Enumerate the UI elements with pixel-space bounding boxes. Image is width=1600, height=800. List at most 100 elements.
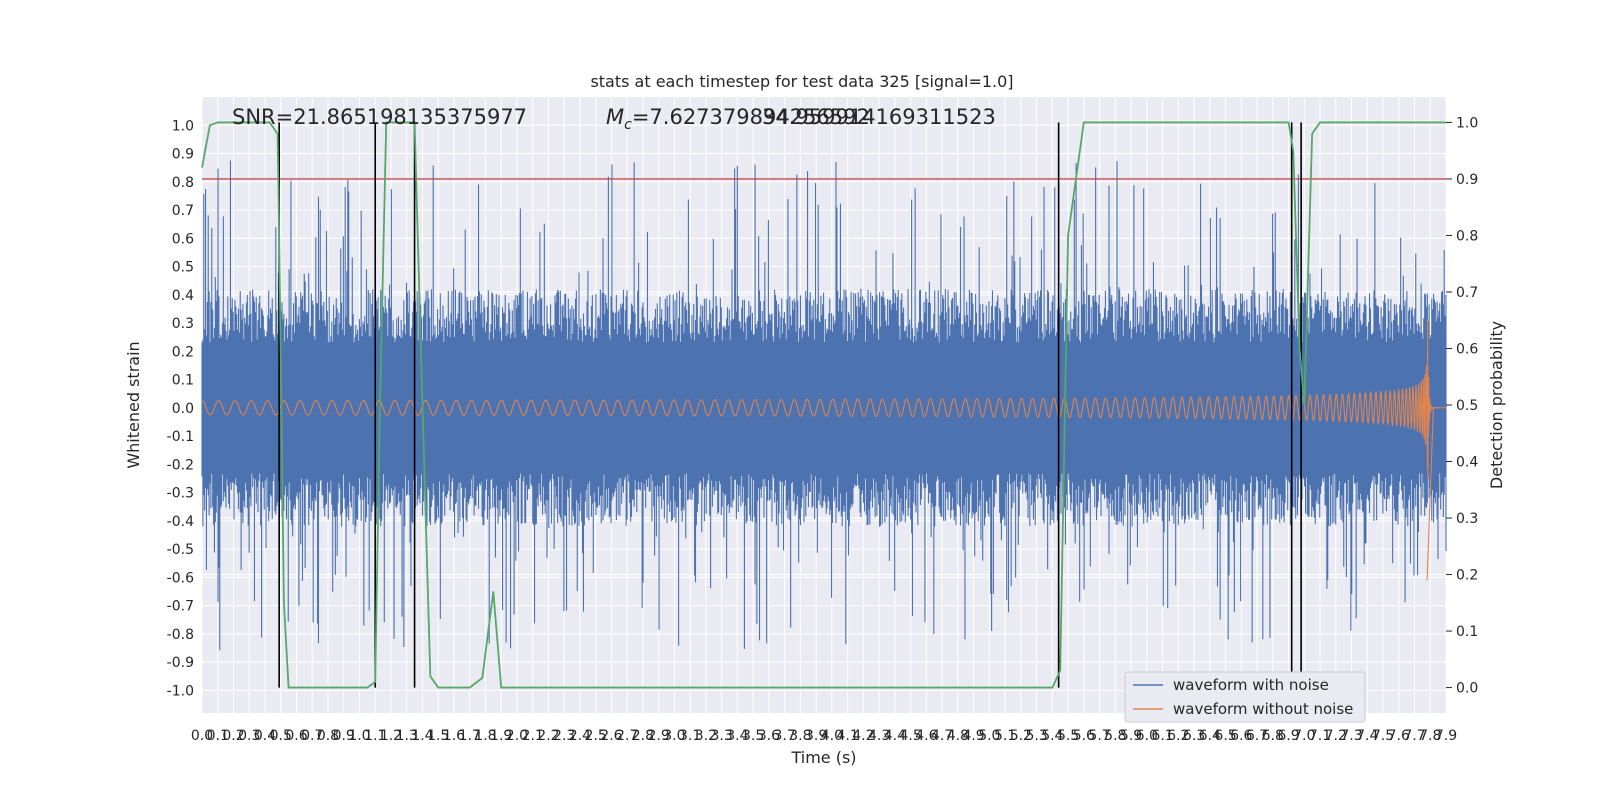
x-tick-label: 1.9 xyxy=(490,728,512,744)
y2-axis-label: Detection probability xyxy=(1487,321,1506,489)
x-tick-label: 5.2 xyxy=(1010,728,1032,744)
y-tick-label: -0.8 xyxy=(167,627,194,643)
y-tick-label: 0.4 xyxy=(172,288,194,304)
x-tick-label: 3.4 xyxy=(726,728,748,744)
x-tick-label: 5.9 xyxy=(1120,728,1142,744)
y2-tick-label: 0.2 xyxy=(1456,568,1478,584)
y-tick-label: -0.3 xyxy=(167,486,194,502)
x-tick-label: 1.4 xyxy=(411,728,433,744)
x-tick-label: 3.2 xyxy=(695,728,717,744)
x-tick-label: 4.4 xyxy=(884,728,906,744)
x-tick-label: 0.3 xyxy=(238,728,260,744)
chirp-mass-annotation: Mc=7.627379894256592 xyxy=(606,105,870,133)
x-tick-label: 1.8 xyxy=(474,728,496,744)
y2-tick-label: 0.7 xyxy=(1456,285,1478,301)
y2-tick-label: 0.1 xyxy=(1456,624,1478,640)
series-waveform-without-noise xyxy=(201,319,1446,581)
x-tick-label: 3.0 xyxy=(663,728,685,744)
x-tick-label: 4.0 xyxy=(821,728,843,744)
x-tick-label: 6.3 xyxy=(1183,728,1205,744)
x-tick-label: 2.1 xyxy=(522,728,544,744)
x-tick-label: 7.8 xyxy=(1419,728,1441,744)
x-tick-label: 7.6 xyxy=(1388,728,1410,744)
x-tick-label: 5.3 xyxy=(1025,728,1047,744)
y2-tick-label: 0.0 xyxy=(1456,681,1478,697)
x-tick-label: 0.4 xyxy=(254,728,276,744)
y-tick-label: 0.8 xyxy=(172,175,194,191)
x-tick-label: 1.2 xyxy=(380,728,402,744)
x-tick-label: 2.3 xyxy=(553,728,575,744)
x-tick-label: 5.4 xyxy=(1041,728,1063,744)
x-tick-label: 2.9 xyxy=(648,728,670,744)
chirp-mass-subscript: c xyxy=(624,117,632,133)
x-tick-label: 5.0 xyxy=(978,728,1000,744)
x-tick-label: 5.7 xyxy=(1088,728,1110,744)
y2-tick-label: 0.4 xyxy=(1456,455,1478,471)
chirp-mass-symbol: M xyxy=(606,105,624,129)
x-tick-label: 1.0 xyxy=(348,728,370,744)
chirp-mass-value: =7.627379894256592 xyxy=(632,105,870,129)
x-tick-label: 0.5 xyxy=(270,728,292,744)
x-tick-label: 3.6 xyxy=(758,728,780,744)
x-tick-label: 7.9 xyxy=(1435,728,1457,744)
y-tick-label: 0.1 xyxy=(172,373,194,389)
noise-trace xyxy=(201,160,1447,651)
x-tick-label: 3.9 xyxy=(805,728,827,744)
y2-tick-label: 0.5 xyxy=(1456,398,1478,414)
x-tick-label: 1.6 xyxy=(443,728,465,744)
y2-tick-label: 0.6 xyxy=(1456,341,1478,357)
legend-label-clean: waveform without noise xyxy=(1173,700,1353,718)
x-tick-label: 3.3 xyxy=(711,728,733,744)
x-tick-label: 0.9 xyxy=(333,728,355,744)
series-detection-probability xyxy=(201,121,1446,689)
y-tick-label: -0.4 xyxy=(167,514,194,530)
x-tick-label: 6.6 xyxy=(1230,728,1252,744)
y-tick-label: 1.0 xyxy=(172,118,194,134)
y2-tick-label: 0.8 xyxy=(1456,228,1478,244)
x-tick-label: 2.7 xyxy=(616,728,638,744)
x-tick-label: 2.2 xyxy=(537,728,559,744)
y-tick-label: 0.0 xyxy=(172,401,194,417)
y2-tick-label: 0.9 xyxy=(1456,172,1478,188)
y-tick-label: 0.7 xyxy=(172,203,194,219)
legend-box xyxy=(1124,671,1366,723)
x-tick-label: 3.1 xyxy=(679,728,701,744)
x-tick-label: 1.3 xyxy=(396,728,418,744)
y-axis-label: Whitened strain xyxy=(124,341,143,468)
x-tick-label: 6.2 xyxy=(1167,728,1189,744)
y-tick-labels: 1.0 0.9 0.8 0.7 0.6 0.5 0.4 0.3 0.2 0.1 0.0 -0.1 -0.… xyxy=(167,118,194,699)
x-tick-label: 1.5 xyxy=(427,728,449,744)
x-tick-label: 6.4 xyxy=(1199,728,1221,744)
x-tick-label: 6.7 xyxy=(1246,728,1268,744)
x-tick-label: 7.1 xyxy=(1309,728,1331,744)
y-tick-label: -0.1 xyxy=(167,429,194,445)
x-tick-label: 5.1 xyxy=(994,728,1016,744)
overlapping-annotation: 34.959914169311523 xyxy=(762,105,996,129)
x-tick-label: 2.5 xyxy=(585,728,607,744)
x-tick-label: 7.0 xyxy=(1293,728,1315,744)
x-axis-label: Time (s) xyxy=(790,748,856,767)
x-tick-label: 2.4 xyxy=(569,728,591,744)
x-tick-label: 3.7 xyxy=(774,728,796,744)
series-waveform-with-noise xyxy=(201,160,1447,651)
x-tick-label: 4.7 xyxy=(931,728,953,744)
x-tick-label: 7.7 xyxy=(1403,728,1425,744)
x-tick-label: 4.1 xyxy=(836,728,858,744)
x-tick-label: 4.8 xyxy=(947,728,969,744)
x-tick-label: 0.1 xyxy=(207,728,229,744)
y-tick-label: -0.5 xyxy=(167,542,194,558)
x-tick-label: 2.6 xyxy=(600,728,622,744)
x-tick-label: 7.5 xyxy=(1372,728,1394,744)
x-tick-label: 0.6 xyxy=(285,728,307,744)
x-tick-label: 6.5 xyxy=(1214,728,1236,744)
y-tick-label: -0.6 xyxy=(167,570,194,586)
legend-label-noise: waveform with noise xyxy=(1173,676,1329,694)
x-tick-label: 7.3 xyxy=(1340,728,1362,744)
x-tick-label: 4.5 xyxy=(899,728,921,744)
x-tick-label: 0.0 xyxy=(191,728,213,744)
x-tick-label: 6.9 xyxy=(1277,728,1299,744)
y-tick-label: 0.6 xyxy=(172,231,194,247)
x-tick-label: 7.2 xyxy=(1325,728,1347,744)
x-tick-label: 6.8 xyxy=(1262,728,1284,744)
x-tick-label: 4.6 xyxy=(915,728,937,744)
